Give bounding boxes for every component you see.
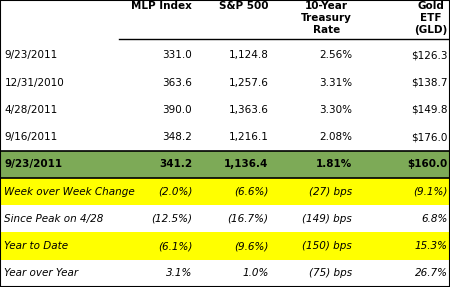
Text: (6.1%): (6.1%) [158, 241, 192, 251]
Text: 1.0%: 1.0% [242, 268, 269, 278]
Text: Since Peak on 4/28: Since Peak on 4/28 [4, 214, 104, 224]
Text: 3.30%: 3.30% [319, 105, 352, 115]
FancyBboxPatch shape [0, 232, 450, 260]
Text: Week over Week Change: Week over Week Change [4, 187, 135, 197]
Text: (6.6%): (6.6%) [234, 187, 269, 197]
Text: 341.2: 341.2 [159, 159, 192, 169]
Text: 363.6: 363.6 [162, 77, 192, 88]
Text: 10-Year
Treasury
Rate: 10-Year Treasury Rate [301, 1, 352, 35]
Text: (12.5%): (12.5%) [151, 214, 192, 224]
Text: $138.7: $138.7 [411, 77, 448, 88]
Text: S&P 500: S&P 500 [219, 1, 269, 11]
Text: (149) bps: (149) bps [302, 214, 352, 224]
Text: 3.1%: 3.1% [166, 268, 192, 278]
Text: (75) bps: (75) bps [309, 268, 352, 278]
Text: (150) bps: (150) bps [302, 241, 352, 251]
Text: (9.1%): (9.1%) [414, 187, 448, 197]
Text: Gold
ETF
(GLD): Gold ETF (GLD) [414, 1, 448, 35]
Text: (9.6%): (9.6%) [234, 241, 269, 251]
Text: 1,363.6: 1,363.6 [229, 105, 269, 115]
Text: 1,257.6: 1,257.6 [229, 77, 269, 88]
Text: Year over Year: Year over Year [4, 268, 79, 278]
Text: 9/23/2011: 9/23/2011 [4, 159, 63, 169]
Text: 348.2: 348.2 [162, 132, 192, 142]
Text: (16.7%): (16.7%) [228, 214, 269, 224]
Text: 9/16/2011: 9/16/2011 [4, 132, 58, 142]
FancyBboxPatch shape [0, 178, 450, 205]
Text: $160.0: $160.0 [408, 159, 448, 169]
Text: 6.8%: 6.8% [421, 214, 448, 224]
Text: $149.8: $149.8 [411, 105, 448, 115]
FancyBboxPatch shape [0, 151, 450, 178]
Text: Year to Date: Year to Date [4, 241, 68, 251]
Text: 9/23/2011: 9/23/2011 [4, 50, 58, 60]
Text: 26.7%: 26.7% [415, 268, 448, 278]
Text: 1,136.4: 1,136.4 [224, 159, 269, 169]
Text: 15.3%: 15.3% [415, 241, 448, 251]
Text: 1,124.8: 1,124.8 [229, 50, 269, 60]
Text: 2.56%: 2.56% [319, 50, 352, 60]
Text: $126.3: $126.3 [411, 50, 448, 60]
Text: (2.0%): (2.0%) [158, 187, 192, 197]
Text: 2.08%: 2.08% [319, 132, 352, 142]
Text: 1,216.1: 1,216.1 [229, 132, 269, 142]
Text: MLP Index: MLP Index [131, 1, 192, 11]
Text: 3.31%: 3.31% [319, 77, 352, 88]
Text: 4/28/2011: 4/28/2011 [4, 105, 58, 115]
Text: 1.81%: 1.81% [315, 159, 352, 169]
Text: (27) bps: (27) bps [309, 187, 352, 197]
Text: 12/31/2010: 12/31/2010 [4, 77, 64, 88]
Text: 331.0: 331.0 [162, 50, 192, 60]
Text: $176.0: $176.0 [411, 132, 448, 142]
Text: 390.0: 390.0 [162, 105, 192, 115]
